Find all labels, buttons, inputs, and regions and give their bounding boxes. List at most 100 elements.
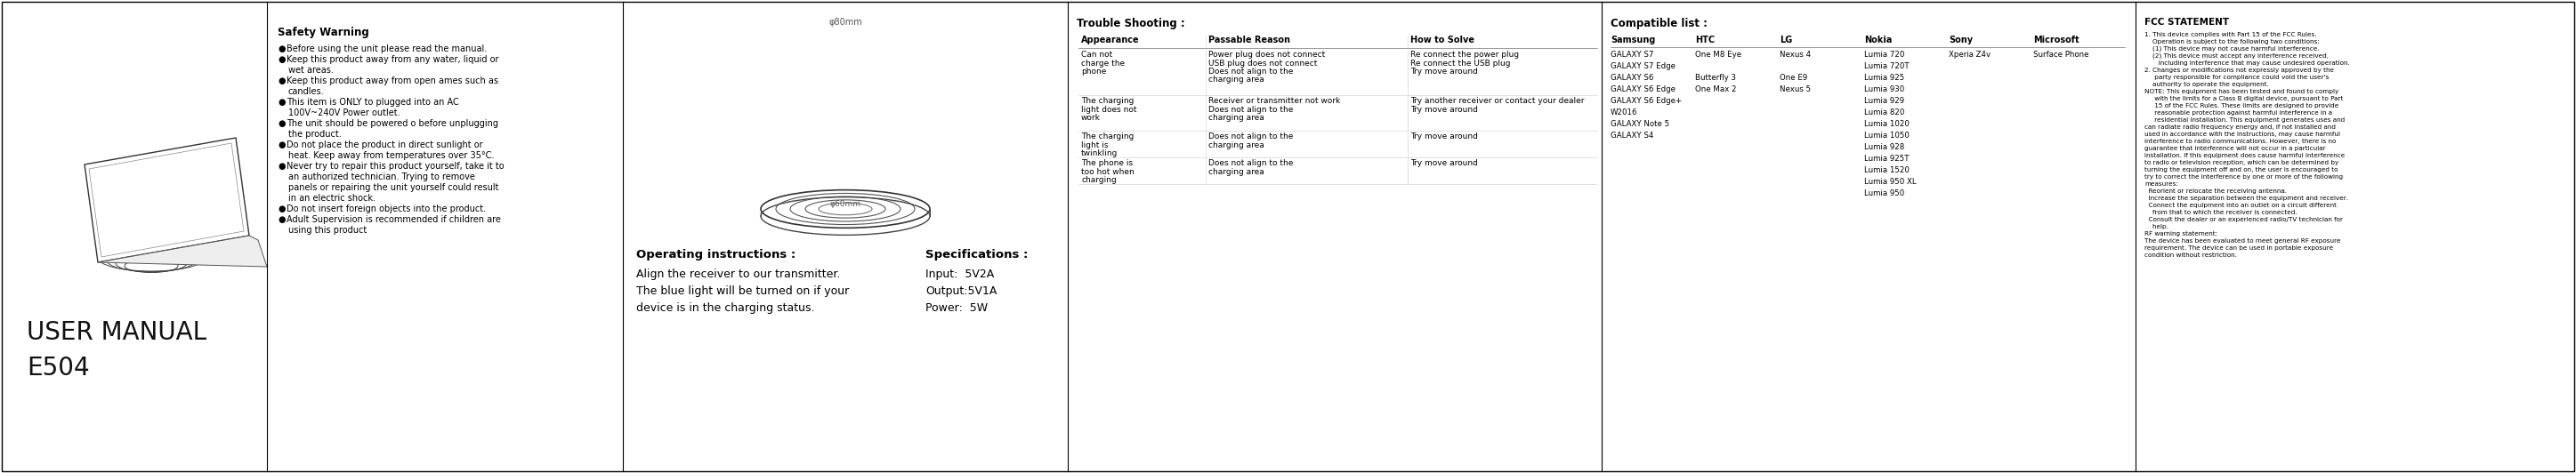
Text: The blue light will be turned on if your: The blue light will be turned on if your xyxy=(636,285,850,297)
Text: (2) This device must accept any interference received,: (2) This device must accept any interfer… xyxy=(2143,53,2329,59)
Polygon shape xyxy=(85,138,250,263)
Text: interference to radio communications. However, there is no: interference to radio communications. Ho… xyxy=(2143,139,2336,144)
Text: One E9: One E9 xyxy=(1780,74,1808,82)
Text: charging area: charging area xyxy=(1208,167,1265,175)
Text: requirement. The device can be used in portable exposure: requirement. The device can be used in p… xyxy=(2143,245,2334,251)
Text: device is in the charging status.: device is in the charging status. xyxy=(636,302,814,314)
Text: ●: ● xyxy=(278,215,286,224)
Text: GALAXY S7: GALAXY S7 xyxy=(1610,51,1654,59)
Text: Before using the unit please read the manual.: Before using the unit please read the ma… xyxy=(286,44,487,53)
Text: Microsoft: Microsoft xyxy=(2032,35,2079,44)
Text: charging area: charging area xyxy=(1208,141,1265,149)
Text: 100V~240V Power outlet.: 100V~240V Power outlet. xyxy=(289,108,399,117)
Text: φ80mm: φ80mm xyxy=(829,18,863,26)
Text: Appearance: Appearance xyxy=(1082,35,1139,44)
Text: How to Solve: How to Solve xyxy=(1409,35,1473,44)
Text: Lumia 1050: Lumia 1050 xyxy=(1865,131,1909,140)
Text: Reorient or relocate the receiving antenna.: Reorient or relocate the receiving anten… xyxy=(2143,188,2287,194)
Text: using this product: using this product xyxy=(289,226,366,235)
Text: measures:: measures: xyxy=(2143,181,2179,187)
Text: Does not align to the: Does not align to the xyxy=(1208,68,1293,76)
Text: GALAXY S6 Edge+: GALAXY S6 Edge+ xyxy=(1610,97,1682,105)
Text: ●: ● xyxy=(278,77,286,85)
Text: Try move around: Try move around xyxy=(1409,159,1479,167)
Text: Do not insert foreign objects into the product.: Do not insert foreign objects into the p… xyxy=(286,204,487,213)
Text: charging area: charging area xyxy=(1208,76,1265,84)
Text: Try another receiver or contact your dealer: Try another receiver or contact your dea… xyxy=(1409,97,1584,105)
Text: Nokia: Nokia xyxy=(1865,35,1891,44)
Text: Does not align to the: Does not align to the xyxy=(1208,159,1293,167)
Text: wet areas.: wet areas. xyxy=(289,66,332,75)
Text: 15 of the FCC Rules. These limits are designed to provide: 15 of the FCC Rules. These limits are de… xyxy=(2143,103,2339,108)
Text: USB plug does not connect: USB plug does not connect xyxy=(1208,59,1316,67)
Text: Connect the equipment into an outlet on a circuit different: Connect the equipment into an outlet on … xyxy=(2143,203,2336,208)
Text: Does not align to the: Does not align to the xyxy=(1208,132,1293,140)
Text: Try move around: Try move around xyxy=(1409,105,1479,114)
Text: (1) This device may not cause harmful interference.: (1) This device may not cause harmful in… xyxy=(2143,46,2318,52)
Text: LG: LG xyxy=(1780,35,1793,44)
Text: Power plug does not connect: Power plug does not connect xyxy=(1208,51,1324,59)
Text: ●: ● xyxy=(278,98,286,107)
Text: Re connect the power plug: Re connect the power plug xyxy=(1409,51,1520,59)
Text: reasonable protection against harmful interference in a: reasonable protection against harmful in… xyxy=(2143,110,2331,115)
Text: Lumia 1520: Lumia 1520 xyxy=(1865,166,1909,174)
Text: Does not align to the: Does not align to the xyxy=(1208,105,1293,114)
Text: Lumia 925T: Lumia 925T xyxy=(1865,155,1909,163)
Text: Lumia 925: Lumia 925 xyxy=(1865,74,1904,82)
Text: 2. Changes or modifications not expressly approved by the: 2. Changes or modifications not expressl… xyxy=(2143,68,2334,73)
Text: Do not place the product in direct sunlight or: Do not place the product in direct sunli… xyxy=(286,140,482,149)
Text: E504: E504 xyxy=(26,356,90,381)
Text: NOTE: This equipment has been tested and found to comply: NOTE: This equipment has been tested and… xyxy=(2143,89,2339,94)
Text: twinkling: twinkling xyxy=(1082,149,1118,158)
Text: 1. This device complies with Part 15 of the FCC Rules.: 1. This device complies with Part 15 of … xyxy=(2143,32,2316,37)
Text: Sony: Sony xyxy=(1947,35,1973,44)
Text: Specifications :: Specifications : xyxy=(925,249,1028,261)
Text: Lumia 720T: Lumia 720T xyxy=(1865,62,1909,70)
Text: Nexus 4: Nexus 4 xyxy=(1780,51,1811,59)
Text: The unit should be powered o before unplugging: The unit should be powered o before unpl… xyxy=(286,119,497,128)
Text: light does not: light does not xyxy=(1082,105,1136,114)
Text: charging: charging xyxy=(1082,176,1115,184)
Text: phone: phone xyxy=(1082,68,1105,76)
Text: too hot when: too hot when xyxy=(1082,167,1133,175)
Text: Receiver or transmitter not work: Receiver or transmitter not work xyxy=(1208,97,1340,105)
Text: used in accordance with the instructions, may cause harmful: used in accordance with the instructions… xyxy=(2143,131,2339,137)
Text: Can not: Can not xyxy=(1082,51,1113,59)
Text: candles.: candles. xyxy=(289,87,325,96)
Text: The charging: The charging xyxy=(1082,97,1133,105)
Text: guarantee that interference will not occur in a particular: guarantee that interference will not occ… xyxy=(2143,146,2326,151)
Text: Power:  5W: Power: 5W xyxy=(925,302,987,314)
Text: light is: light is xyxy=(1082,141,1108,149)
Text: residential installation. This equipment generates uses and: residential installation. This equipment… xyxy=(2143,117,2344,123)
Text: Surface Phone: Surface Phone xyxy=(2032,51,2089,59)
Text: Lumia 820: Lumia 820 xyxy=(1865,108,1904,116)
Text: party responsible for compliance could void the user's: party responsible for compliance could v… xyxy=(2143,75,2329,80)
Text: Lumia 930: Lumia 930 xyxy=(1865,85,1904,93)
Text: Safety Warning: Safety Warning xyxy=(278,26,368,38)
Text: HTC: HTC xyxy=(1695,35,1716,44)
Text: The charging: The charging xyxy=(1082,132,1133,140)
Text: Keep this product away from open ames such as: Keep this product away from open ames su… xyxy=(286,77,497,85)
Text: Lumia 928: Lumia 928 xyxy=(1865,143,1904,151)
Text: turning the equipment off and on, the user is encouraged to: turning the equipment off and on, the us… xyxy=(2143,167,2339,173)
Text: Adult Supervision is recommended if children are: Adult Supervision is recommended if chil… xyxy=(286,215,500,224)
Text: Try move around: Try move around xyxy=(1409,132,1479,140)
Text: including interference that may cause undesired operation.: including interference that may cause un… xyxy=(2143,61,2349,66)
Text: GALAXY S6 Edge: GALAXY S6 Edge xyxy=(1610,85,1674,93)
Text: Operating instructions :: Operating instructions : xyxy=(636,249,796,261)
Text: try to correct the interference by one or more of the following: try to correct the interference by one o… xyxy=(2143,174,2344,180)
Text: an authorized technician. Trying to remove: an authorized technician. Trying to remo… xyxy=(289,173,474,181)
Text: help.: help. xyxy=(2143,224,2169,229)
Text: Compatible list :: Compatible list : xyxy=(1610,18,1708,29)
Text: USER MANUAL: USER MANUAL xyxy=(26,320,206,345)
Text: Increase the separation between the equipment and receiver.: Increase the separation between the equi… xyxy=(2143,196,2347,201)
Text: Trouble Shooting :: Trouble Shooting : xyxy=(1077,18,1185,29)
Text: Consult the dealer or an experienced radio/TV technician for: Consult the dealer or an experienced rad… xyxy=(2143,217,2342,222)
Text: Output:5V1A: Output:5V1A xyxy=(925,285,997,297)
Polygon shape xyxy=(98,236,268,267)
Text: Lumia 929: Lumia 929 xyxy=(1865,97,1904,105)
Text: ●: ● xyxy=(278,162,286,171)
Text: Xperia Z4v: Xperia Z4v xyxy=(1947,51,1991,59)
Text: Samsung: Samsung xyxy=(1610,35,1656,44)
Text: This item is ONLY to plugged into an AC: This item is ONLY to plugged into an AC xyxy=(286,98,459,107)
